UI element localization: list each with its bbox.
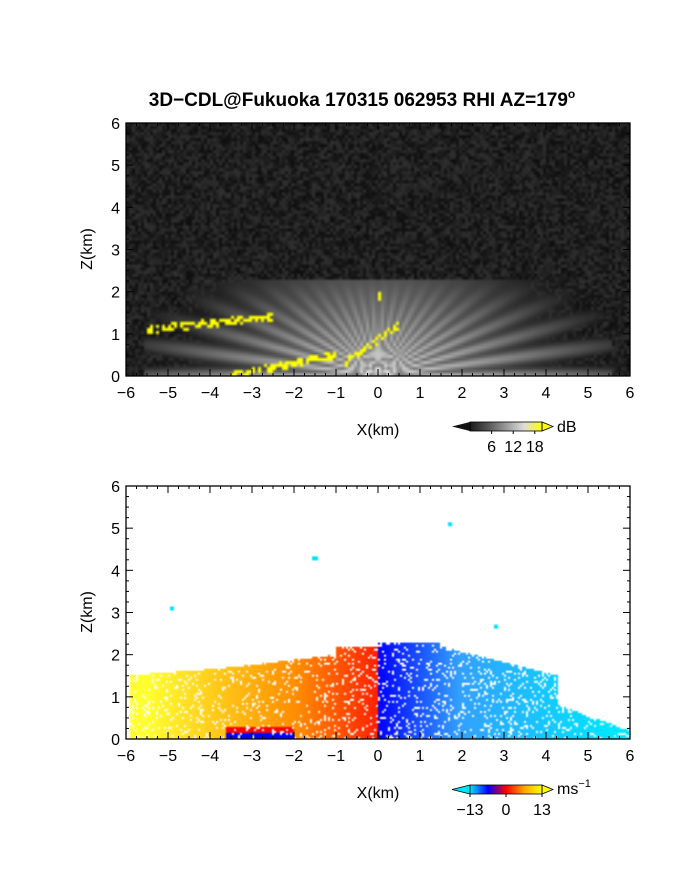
velocity-x-tick-label: −1 [327, 748, 345, 765]
velocity-colorbar-tick-label: 13 [533, 802, 551, 819]
intensity-x-tick-label: −6 [117, 385, 135, 402]
velocity-colorbar-low-arrow [451, 784, 471, 795]
intensity-x-tick-label: 3 [500, 385, 509, 402]
intensity-colorbar-bar [470, 422, 542, 431]
velocity-y-tick-label: 2 [111, 648, 120, 665]
intensity-colorbar: dB 6 12 18 [452, 419, 577, 456]
velocity-y-tick-label: 4 [111, 563, 120, 580]
intensity-y-tick-label: 0 [111, 369, 120, 386]
intensity-y-tick-label: 1 [111, 327, 120, 344]
intensity-heatmap [126, 123, 630, 376]
velocity-panel: −6 −5 −4 −3 −2 −1 0 1 2 3 4 5 6 0 1 2 3 4 5 6 X(km) Z(km) m… [79, 479, 635, 819]
chart-title: 3D−CDL@Fukuoka 170315 062953 RHI AZ=179o [149, 87, 576, 111]
intensity-axes: −6 −5 −4 −3 −2 −1 0 1 2 3 4 5 6 0 1 2 3 4 5 6 [111, 116, 634, 402]
velocity-x-tick-label: 2 [458, 748, 467, 765]
title-superscript: o [568, 87, 575, 101]
intensity-x-axis-label: X(km) [357, 422, 400, 439]
velocity-colorbar-unit-superscript: −1 [578, 778, 591, 790]
intensity-x-tick-label: 4 [542, 385, 551, 402]
intensity-y-tick-label: 6 [111, 116, 120, 133]
intensity-colorbar-tick-label: 12 [504, 439, 522, 456]
intensity-y-tick-label: 3 [111, 243, 120, 260]
intensity-x-tick-label: −5 [159, 385, 177, 402]
intensity-x-tick-label: 2 [458, 385, 467, 402]
velocity-colorbar-tick-label: 0 [502, 802, 511, 819]
intensity-x-tick-label: 5 [584, 385, 593, 402]
velocity-x-tick-label: 1 [416, 748, 425, 765]
intensity-x-tick-label: −4 [201, 385, 219, 402]
velocity-x-tick-label: −3 [243, 748, 261, 765]
velocity-x-tick-label: −4 [201, 748, 219, 765]
intensity-y-axis-label: Z(km) [79, 228, 96, 270]
velocity-colorbar-tick-label: −13 [456, 802, 483, 819]
velocity-x-tick-label: 5 [584, 748, 593, 765]
intensity-x-tick-label: 1 [416, 385, 425, 402]
velocity-x-tick-label: 6 [626, 748, 635, 765]
velocity-x-tick-label: 4 [542, 748, 551, 765]
velocity-y-axis-label: Z(km) [79, 591, 96, 633]
velocity-x-tick-label: −2 [285, 748, 303, 765]
velocity-x-tick-label: −6 [117, 748, 135, 765]
intensity-x-tick-label: −2 [285, 385, 303, 402]
velocity-y-tick-label: 5 [111, 521, 120, 538]
velocity-axes: −6 −5 −4 −3 −2 −1 0 1 2 3 4 5 6 0 1 2 3 4 5 6 [111, 479, 634, 765]
velocity-y-tick-label: 0 [111, 732, 120, 749]
intensity-colorbar-unit: dB [557, 419, 577, 436]
intensity-y-tick-label: 4 [111, 200, 120, 217]
intensity-x-tick-label: −1 [327, 385, 345, 402]
velocity-colorbar-unit: ms−1 [557, 778, 591, 798]
intensity-colorbar-tick-label: 18 [526, 439, 544, 456]
intensity-colorbar-frame [469, 421, 543, 432]
intensity-y-tick-label: 2 [111, 285, 120, 302]
velocity-y-tick-label: 6 [111, 479, 120, 496]
intensity-x-tick-label: −3 [243, 385, 261, 402]
intensity-colorbar-tick-label: 6 [487, 439, 496, 456]
velocity-x-axis-label: X(km) [357, 785, 400, 802]
intensity-x-tick-label: 0 [374, 385, 383, 402]
velocity-colorbar-bar [470, 785, 542, 794]
velocity-x-tick-label: 0 [374, 748, 383, 765]
velocity-colorbar: ms−1 −13 0 13 [451, 778, 591, 819]
intensity-colorbar-high-arrow [541, 421, 555, 432]
velocity-x-tick-label: 3 [500, 748, 509, 765]
velocity-x-tick-label: −5 [159, 748, 177, 765]
velocity-heatmap [126, 486, 630, 739]
intensity-x-tick-label: 6 [626, 385, 635, 402]
intensity-y-tick-label: 5 [111, 158, 120, 175]
intensity-colorbar-low-arrow [452, 422, 470, 431]
velocity-colorbar-high-arrow [541, 784, 555, 795]
velocity-y-tick-label: 3 [111, 606, 120, 623]
velocity-y-tick-label: 1 [111, 690, 120, 707]
